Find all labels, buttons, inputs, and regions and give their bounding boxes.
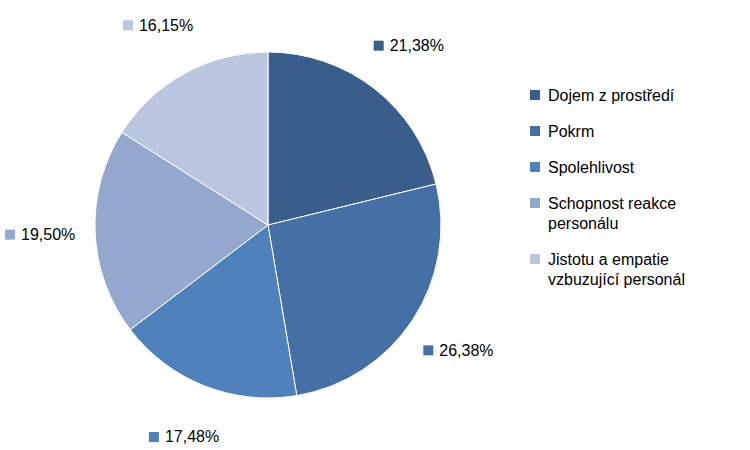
data-label-key	[374, 41, 384, 51]
legend-key	[530, 90, 540, 100]
slice	[122, 52, 268, 225]
data-label-key	[123, 20, 133, 30]
legend-label: Jistotu a empatie vzbuzující personál	[548, 251, 685, 288]
legend-label: Schopnost reakce personálu	[548, 195, 681, 232]
slice	[268, 184, 441, 396]
legend-label: Pokrm	[548, 123, 594, 140]
data-label: 17,48%	[165, 428, 219, 445]
data-label: 26,38%	[439, 342, 493, 359]
legend: Dojem z prostředí Pokrm Spolehlivost Schopn…	[530, 87, 685, 288]
chart: 21,38% 26,38% 17,48% 19,50% 16,15% Dojem z pr…	[0, 0, 750, 450]
data-label: 16,15%	[139, 17, 193, 34]
data-label-group: 19,50%	[5, 226, 75, 243]
legend-label: Dojem z prostředí	[548, 87, 675, 104]
legend-key	[530, 198, 540, 208]
data-label-key	[5, 230, 15, 240]
data-label-group: 17,48%	[149, 428, 219, 445]
legend-key	[530, 162, 540, 172]
data-label-group: 26,38%	[423, 342, 493, 359]
legend-key	[530, 254, 540, 264]
data-label: 19,50%	[21, 226, 75, 243]
data-label-group: 16,15%	[123, 17, 193, 34]
data-label-key	[423, 345, 433, 355]
data-label-key	[149, 432, 159, 442]
data-label-group: 21,38%	[374, 37, 444, 54]
legend-label: Spolehlivost	[548, 159, 635, 176]
legend-key	[530, 126, 540, 136]
data-label: 21,38%	[390, 37, 444, 54]
pie	[95, 52, 441, 398]
